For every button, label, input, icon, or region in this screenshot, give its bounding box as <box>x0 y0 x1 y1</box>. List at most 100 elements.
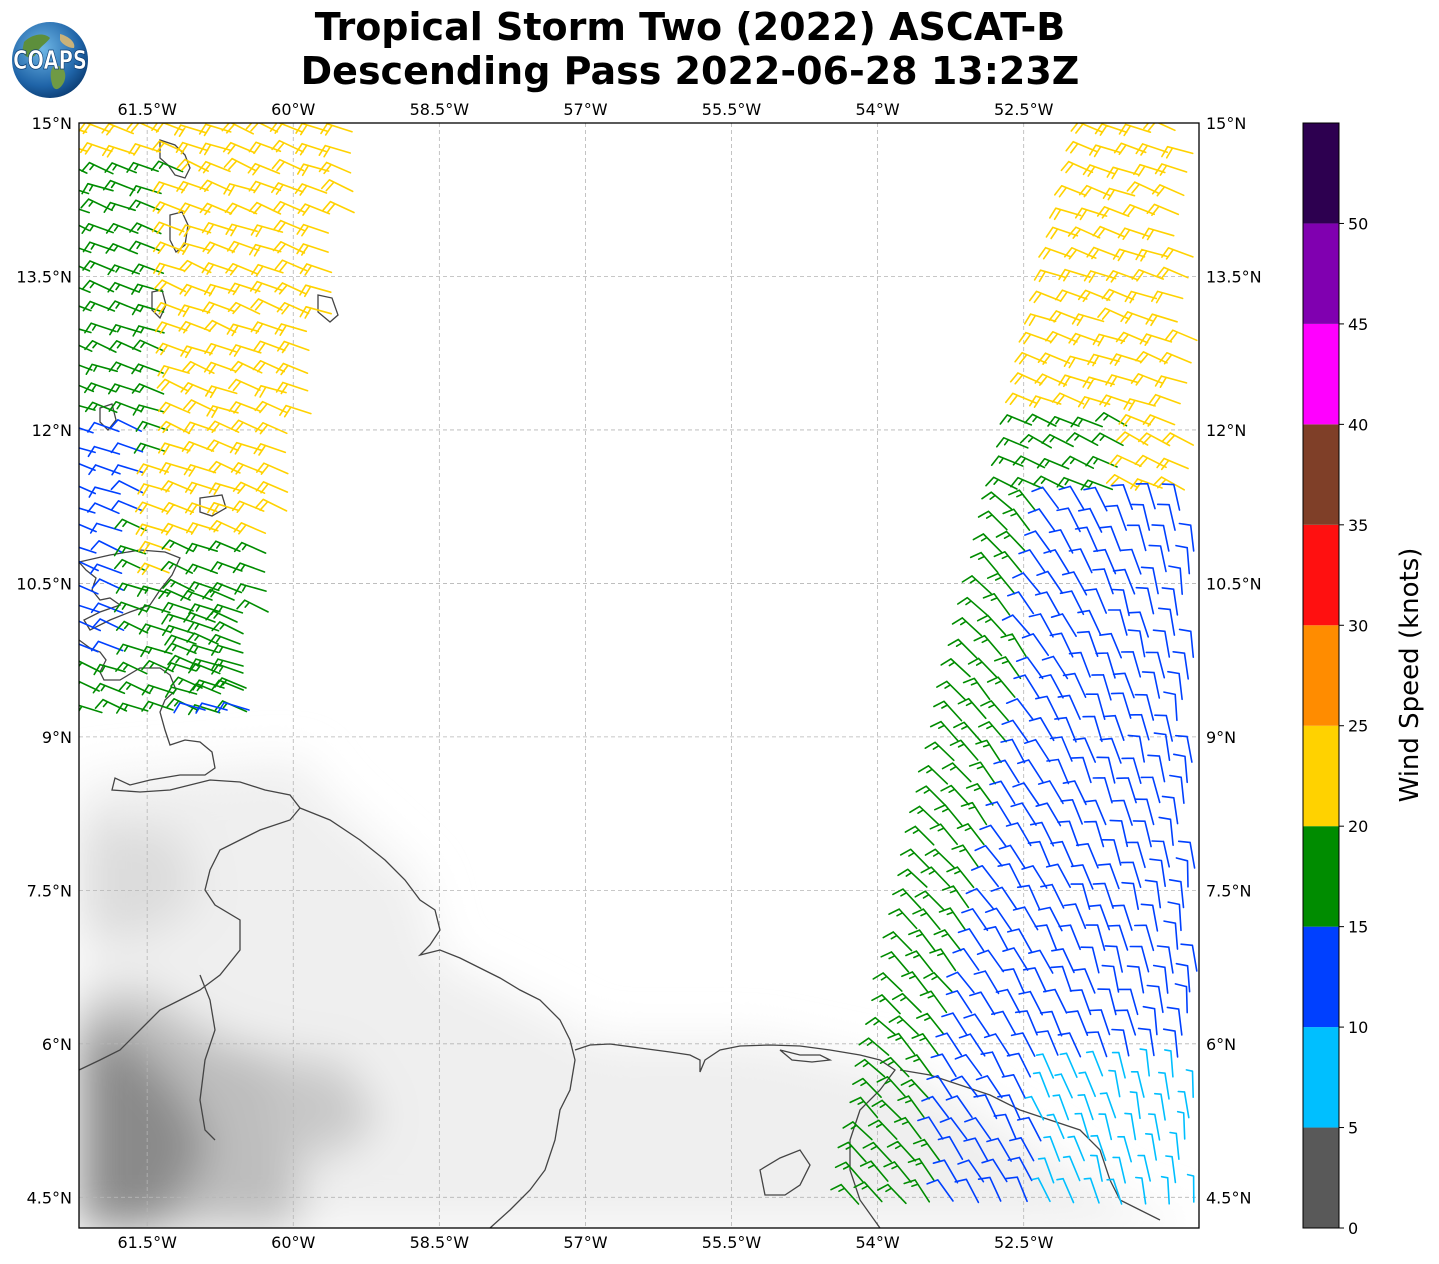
wind-barb-440 <box>969 551 999 574</box>
wind-barb-672 <box>995 988 1021 1014</box>
wind-barb-569 <box>1161 795 1179 825</box>
wind-barb-618 <box>912 908 941 930</box>
wind-barb-433 <box>1024 530 1052 553</box>
lat-tick-label-left-1: 13.5°N <box>16 267 72 286</box>
wind-barb-249 <box>236 599 269 613</box>
wind-barb-180 <box>206 439 239 452</box>
wind-barb-316 <box>1154 163 1188 176</box>
wind-barb-713 <box>1035 1053 1055 1079</box>
colorbar-tick-label-7: 35 <box>1348 516 1368 535</box>
wind-barb-402 <box>1061 455 1095 469</box>
wind-barb-638 <box>1107 924 1129 951</box>
wind-barb-678 <box>1146 984 1164 1014</box>
wind-barb-644 <box>952 948 980 971</box>
wind-barb-544 <box>1096 756 1116 784</box>
wind-barb-331 <box>1142 227 1175 241</box>
lon-tick-label-top-5: 54°W <box>856 100 900 119</box>
wind-barb-784 <box>1062 1155 1081 1182</box>
wind-barb-498 <box>986 676 1016 698</box>
wind-barb-709 <box>930 1053 957 1078</box>
wind-barb-771 <box>1090 1134 1107 1162</box>
wind-barb-339 <box>1058 268 1091 282</box>
wind-barb-33 <box>271 158 305 172</box>
wind-barb-505 <box>1167 670 1183 701</box>
wind-barb-361 <box>1139 333 1173 346</box>
colorbar-segment-0 <box>1303 1127 1339 1228</box>
wind-barb-457 <box>1168 565 1183 595</box>
wind-barb-438 <box>1151 524 1170 552</box>
colorbar-tick-label-3: 15 <box>1348 918 1368 937</box>
wind-barb-304 <box>1094 123 1128 136</box>
wind-barb-171 <box>206 420 240 433</box>
wind-barb-545 <box>1121 757 1142 784</box>
wind-barb-710 <box>954 1054 983 1077</box>
wind-barb-0 <box>79 129 88 133</box>
wind-barb-557 <box>1140 776 1161 804</box>
wind-barb-581 <box>899 848 930 869</box>
wind-barb-629 <box>882 931 913 952</box>
wind-barb-586 <box>1027 840 1051 867</box>
wind-barb-389 <box>1118 414 1151 427</box>
wind-barb-254 <box>162 624 195 636</box>
wind-barb-49 <box>80 198 113 212</box>
wind-barb-590 <box>1125 841 1146 869</box>
wind-barb-335 <box>1112 248 1146 262</box>
colorbar-segment-10 <box>1303 123 1339 224</box>
wind-barb-18 <box>199 142 232 156</box>
wind-barb-621 <box>984 907 1012 931</box>
wind-barb-676 <box>1097 988 1117 1016</box>
wind-barb-73 <box>105 243 139 255</box>
wind-barb-397 <box>1138 432 1171 447</box>
wind-barb-100 <box>227 282 261 296</box>
wind-barb-738 <box>973 1094 998 1120</box>
wind-barb-309 <box>1113 142 1147 156</box>
wind-barb-541 <box>1017 759 1044 783</box>
wind-barb-272 <box>92 682 126 695</box>
wind-barb-526 <box>924 741 955 762</box>
wind-barb-602 <box>1120 861 1142 888</box>
wind-barb-270 <box>211 663 244 675</box>
wind-barb-683 <box>941 1012 968 1036</box>
wind-barb-322 <box>1049 207 1082 221</box>
lat-tick-label-left-4: 9°N <box>42 728 72 747</box>
coastlines <box>79 139 1161 1228</box>
wind-barb-285 <box>158 588 191 601</box>
lon-tick-label-bottom-3: 57°W <box>563 1233 607 1252</box>
wind-barb-469 <box>1001 614 1031 636</box>
colorbar-tick-label-4: 20 <box>1348 817 1368 836</box>
wind-barb-97 <box>153 279 187 293</box>
wind-barb-75 <box>152 241 186 254</box>
wind-barb-367 <box>1109 353 1143 366</box>
wind-barb-787 <box>1137 1154 1151 1182</box>
wind-barb-775 <box>834 1161 864 1183</box>
colorbar-segment-6 <box>1303 524 1339 626</box>
wind-barb-279 <box>94 698 128 712</box>
wind-barb-15 <box>128 143 161 156</box>
wind-barb-503 <box>1112 672 1135 699</box>
wind-barb-743 <box>1099 1092 1117 1119</box>
wind-barb-576 <box>1057 820 1079 847</box>
wind-barb-407 <box>985 476 1018 490</box>
logo-text: COAPS <box>13 46 87 76</box>
wind-barb-465 <box>1135 586 1155 615</box>
wind-barb-705 <box>1162 1028 1179 1058</box>
wind-barb-733 <box>849 1096 879 1119</box>
colorbar-tick-label-2: 10 <box>1348 1018 1368 1037</box>
wind-barb-72 <box>82 241 116 253</box>
wind-barb-359 <box>1092 333 1126 347</box>
wind-barb-451 <box>1012 572 1041 594</box>
wind-barb-84 <box>107 264 140 276</box>
wind-barb-517 <box>953 721 983 743</box>
wind-barb-802 <box>1160 1175 1170 1205</box>
wind-barb-419 <box>1083 486 1108 512</box>
wind-barb-122 <box>226 323 260 337</box>
wind-barb-507 <box>957 697 987 720</box>
wind-barb-658 <box>973 970 1000 995</box>
wind-barb-211 <box>89 522 123 534</box>
wind-barb-765 <box>937 1135 964 1160</box>
wind-barb-151 <box>205 385 238 399</box>
wind-barb-461 <box>1034 591 1061 616</box>
wind-barb-243 <box>90 602 124 614</box>
wind-barb-653 <box>1180 943 1198 972</box>
wind-barb-556 <box>1116 777 1137 804</box>
